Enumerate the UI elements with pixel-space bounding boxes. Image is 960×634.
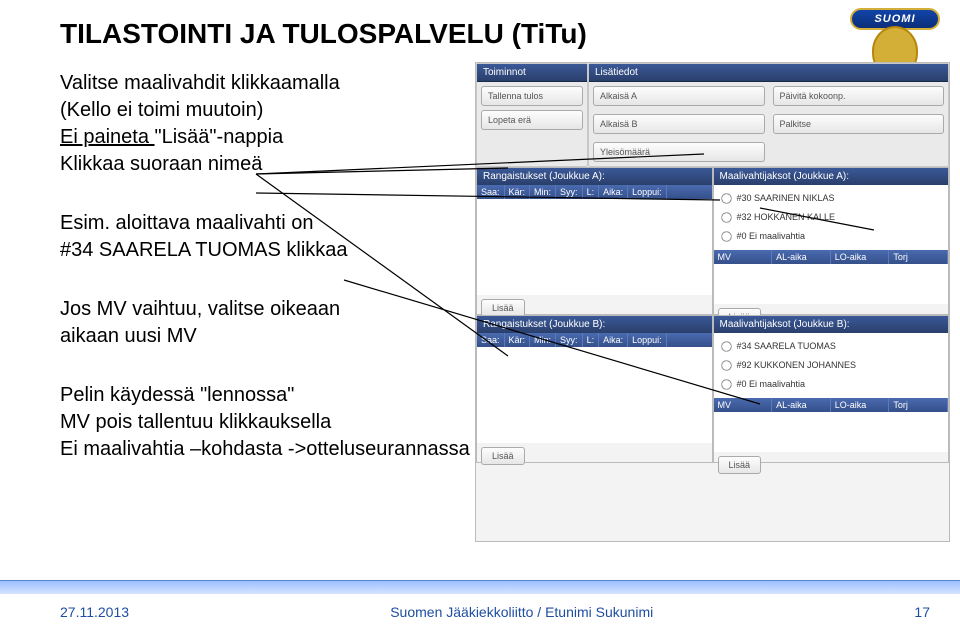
- tallenna-tulos-button[interactable]: Tallenna tulos: [481, 86, 583, 106]
- body-line-8: aikaan uusi MV: [60, 323, 197, 350]
- toiminnot-panel: Toiminnot Tallenna tulos Lopeta erä: [476, 63, 588, 167]
- col-torj: Torj: [889, 250, 948, 264]
- col-mv-b: MV: [714, 398, 773, 412]
- mvjaksot-b-panel: Maalivahtijaksot (Joukkue B): #34 SAAREL…: [713, 315, 950, 463]
- mv-b-radiolist: #34 SAARELA TUOMAS #92 KUKKONEN JOHANNES…: [714, 333, 949, 398]
- body-line-3a: Ei paineta: [60, 126, 155, 148]
- col-aika-b: Aika:: [599, 333, 628, 347]
- mvjaksot-a-panel: Maalivahtijaksot (Joukkue A): #30 SAARIN…: [713, 167, 950, 315]
- body-line-4: Klikkaa suoraan nimeä: [60, 151, 262, 178]
- aikalisa-a-button[interactable]: Alkaisä A: [593, 86, 765, 106]
- footer: 27.11.2013 Suomen Jääkiekkoliitto / Etun…: [60, 604, 930, 620]
- footer-center: Suomen Jääkiekkoliitto / Etunimi Sukunim…: [390, 604, 653, 620]
- toiminnot-header: Toiminnot: [477, 64, 587, 82]
- body-line-2: (Kello ei toimi muutoin): [60, 97, 263, 124]
- col-aika: Aika:: [599, 185, 628, 199]
- body-line-10: MV pois tallentuu klikkauksella: [60, 409, 331, 436]
- mv-a-radiolist: #30 SAARINEN NIKLAS #32 HOKKANEN KALLE #…: [714, 185, 949, 250]
- body-line-1: Valitse maalivahdit klikkaamalla: [60, 70, 340, 97]
- aikalisa-b-button[interactable]: Alkaisä B: [593, 114, 765, 134]
- lopeta-era-button[interactable]: Lopeta erä: [481, 110, 583, 130]
- footer-date: 27.11.2013: [60, 604, 129, 620]
- col-loaika-b: LO-aika: [831, 398, 890, 412]
- titu-screenshot: Toiminnot Tallenna tulos Lopeta erä Lisä…: [475, 62, 950, 542]
- rangaistukset-a-panel: Rangaistukset (Joukkue A): Saa: Kär: Min…: [476, 167, 713, 315]
- col-min: Min:: [530, 185, 556, 199]
- mv-a-cols: MV AL-aika LO-aika Torj: [714, 250, 949, 264]
- col-saa: Saa:: [477, 185, 505, 199]
- col-loppui: Loppui:: [628, 185, 667, 199]
- mv-a-opt2[interactable]: #32 HOKKANEN KALLE: [718, 208, 945, 227]
- mv-b-cols: MV AL-aika LO-aika Torj: [714, 398, 949, 412]
- col-min-b: Min:: [530, 333, 556, 347]
- col-alaika: AL-aika: [772, 250, 831, 264]
- lisaa-mv-b-button[interactable]: Lisää: [718, 456, 762, 474]
- col-l: L:: [583, 185, 600, 199]
- lisatiedot-panel: Lisätiedot Alkaisä A Päivitä kokoonp. Al…: [588, 63, 949, 167]
- rang-a-cols: Saa: Kär: Min: Syy: L: Aika: Loppui:: [477, 185, 712, 199]
- body-line-3b: "Lisää"-nappia: [155, 126, 284, 148]
- col-saa-b: Saa:: [477, 333, 505, 347]
- mv-b-opt2[interactable]: #92 KUKKONEN JOHANNES: [718, 356, 945, 375]
- rang-a-header: Rangaistukset (Joukkue A):: [477, 168, 712, 185]
- mv-a-opt1[interactable]: #30 SAARINEN NIKLAS: [718, 189, 945, 208]
- body-line-7: Jos MV vaihtuu, valitse oikeaan: [60, 296, 340, 323]
- mv-a-opt3[interactable]: #0 Ei maalivahtia: [718, 227, 945, 246]
- yleisomaara-button[interactable]: Yleisömäärä: [593, 142, 765, 162]
- mv-b-opt3[interactable]: #0 Ei maalivahtia: [718, 375, 945, 394]
- mv-b-header: Maalivahtijaksot (Joukkue B):: [714, 316, 949, 333]
- lisatiedot-header: Lisätiedot: [589, 64, 948, 82]
- col-l-b: L:: [583, 333, 600, 347]
- body-line-9: Pelin käydessä "lennossa": [60, 382, 294, 409]
- footer-page: 17: [914, 604, 930, 620]
- rangaistukset-b-panel: Rangaistukset (Joukkue B): Saa: Kär: Min…: [476, 315, 713, 463]
- col-syy: Syy:: [556, 185, 583, 199]
- col-loppui-b: Loppui:: [628, 333, 667, 347]
- body-line-6: #34 SAARELA TUOMAS klikkaa: [60, 237, 348, 264]
- palkitse-button[interactable]: Palkitse: [773, 114, 945, 134]
- paivita-kokoonp-button[interactable]: Päivitä kokoonp.: [773, 86, 945, 106]
- rang-b-header: Rangaistukset (Joukkue B):: [477, 316, 712, 333]
- col-kar-b: Kär:: [505, 333, 531, 347]
- col-syy-b: Syy:: [556, 333, 583, 347]
- col-mv: MV: [714, 250, 773, 264]
- mv-a-header: Maalivahtijaksot (Joukkue A):: [714, 168, 949, 185]
- col-torj-b: Torj: [889, 398, 948, 412]
- col-kar: Kär:: [505, 185, 531, 199]
- col-loaika: LO-aika: [831, 250, 890, 264]
- body-line-5: Esim. aloittava maalivahti on: [60, 210, 313, 237]
- col-alaika-b: AL-aika: [772, 398, 831, 412]
- mv-b-opt1[interactable]: #34 SAARELA TUOMAS: [718, 337, 945, 356]
- footer-rule: [0, 580, 960, 594]
- page-title: TILASTOINTI JA TULOSPALVELU (TiTu): [60, 18, 587, 50]
- rang-b-cols: Saa: Kär: Min: Syy: L: Aika: Loppui:: [477, 333, 712, 347]
- body-line-3: Ei paineta "Lisää"-nappia: [60, 124, 283, 151]
- lisaa-b-button[interactable]: Lisää: [481, 447, 525, 465]
